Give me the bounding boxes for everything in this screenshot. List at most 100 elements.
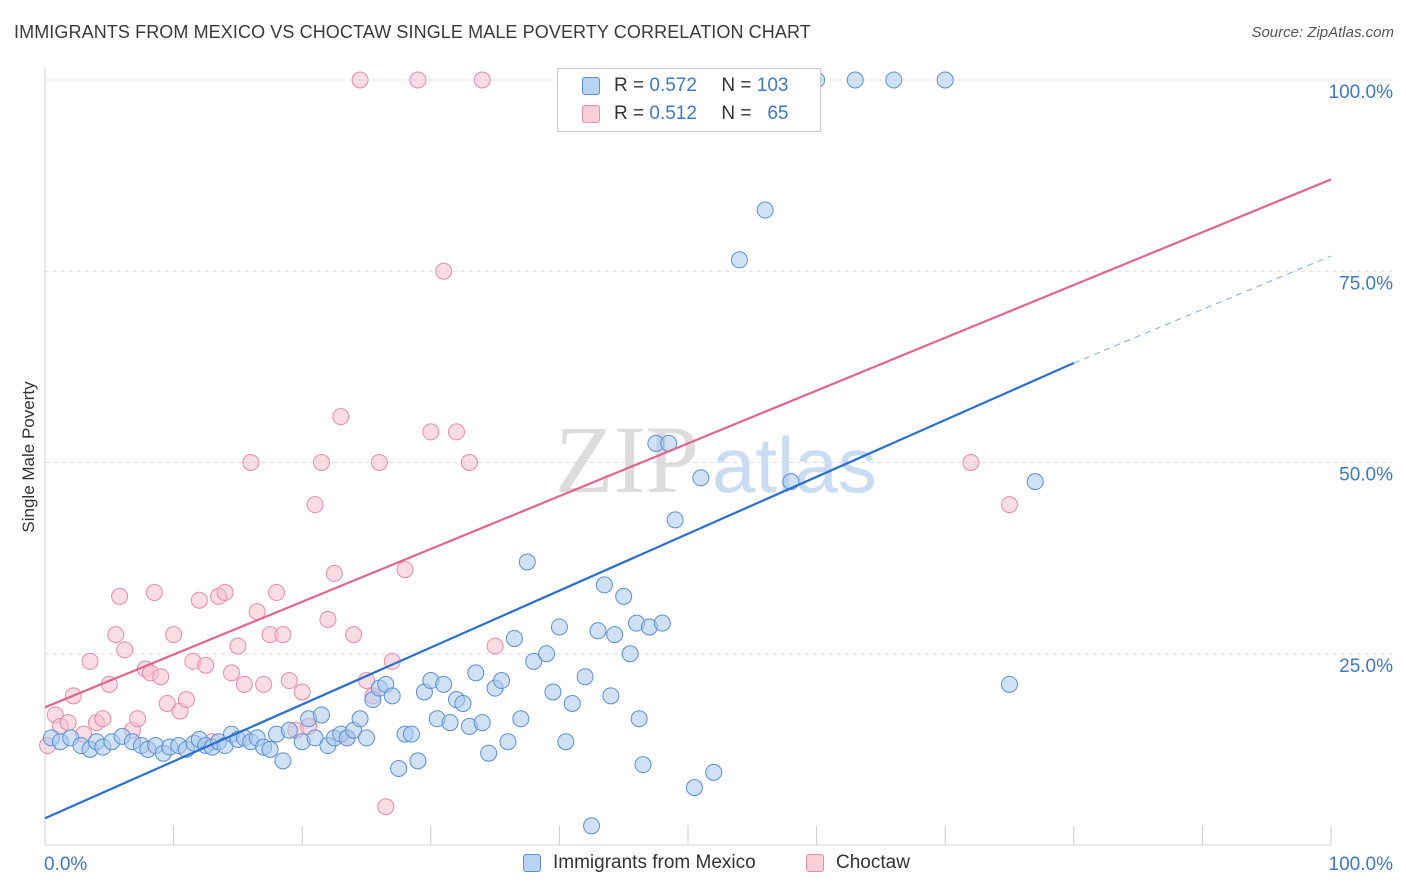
choctaw-point [165, 626, 183, 644]
legend-swatch-blue [582, 77, 600, 95]
mexico-point [730, 251, 748, 269]
mexico-point [576, 668, 594, 686]
x-tick-label: 100.0% [1329, 854, 1394, 875]
choctaw-point [325, 564, 343, 582]
mexico-point [441, 714, 459, 732]
mexico-point [312, 706, 330, 724]
mexico-point [358, 729, 375, 747]
axes-layer [44, 68, 1332, 846]
legend-row-choctaw: R = 0.512 N = 65 [582, 101, 788, 127]
choctaw-point [107, 626, 125, 644]
choctaw-point [486, 637, 504, 655]
choctaw-point [94, 710, 112, 728]
mexico-point [351, 710, 369, 728]
mexico-point [280, 721, 298, 739]
tick-labels: 25.0% 50.0% 75.0% 100.0% 0.0% 100.0% [44, 82, 1393, 875]
choctaw-point [1001, 496, 1018, 514]
choctaw-point [177, 691, 195, 709]
choctaw-point [152, 668, 170, 686]
choctaw-point [435, 262, 453, 280]
choctaw-point [59, 714, 77, 732]
legend-n-value: 65 [767, 103, 789, 124]
source-label: Source: ZipAtlas.com [1251, 24, 1394, 41]
choctaw-point [255, 675, 273, 693]
mexico-point [846, 71, 864, 89]
y-tick-label: 100.0% [1329, 82, 1394, 103]
choctaw-point [267, 584, 285, 602]
mexico-point [1026, 473, 1044, 491]
mexico-point [885, 71, 903, 89]
mexico-point [1001, 675, 1018, 693]
bottom-legend-choctaw: Choctaw [806, 852, 910, 874]
bottom-legend-swatch-blue [523, 854, 541, 872]
mexico-point [435, 675, 453, 693]
legend-r-label: R = [614, 75, 645, 96]
legend-r-value: 0.512 [649, 103, 697, 124]
choctaw-point [111, 587, 129, 605]
mexico-point [473, 714, 491, 732]
mexico-point [595, 576, 613, 594]
stats-legend: R = 0.572 N = 103 R = 0.512 N = 65 [557, 68, 821, 132]
watermark: ZIP atlas [555, 406, 877, 513]
mexico-points [42, 71, 1044, 835]
bottom-legend-label-mexico: Immigrants from Mexico [553, 852, 756, 873]
mexico-point [499, 733, 517, 751]
mexico-point [512, 710, 530, 728]
mexico-point [705, 763, 723, 781]
legend-r-label: R = [614, 103, 645, 124]
choctaw-point [396, 561, 414, 579]
choctaw-point [319, 610, 337, 628]
mexico-point [467, 664, 485, 682]
mexico-point [493, 672, 511, 690]
choctaw-point [190, 591, 208, 609]
choctaw-point [242, 454, 260, 471]
trend-lines [44, 178, 1332, 820]
mexico-point [306, 729, 324, 747]
choctaw-trend-line [44, 178, 1332, 709]
choctaw-point [274, 626, 292, 644]
mexico-point [454, 694, 472, 712]
mexico-point [538, 645, 556, 663]
legend-n-label: N = [721, 103, 752, 124]
choctaw-point [129, 710, 147, 728]
choctaw-point [345, 626, 363, 644]
mexico-point [518, 553, 536, 571]
mexico-point [615, 587, 633, 605]
mexico-point [550, 618, 568, 636]
mexico-point [666, 511, 684, 529]
mexico-point [936, 71, 954, 89]
mexico-point [409, 752, 427, 770]
mexico-point [557, 733, 575, 751]
choctaw-point [158, 694, 176, 712]
choctaw-point [962, 454, 980, 471]
choctaw-point [312, 454, 330, 471]
bottom-legend-mexico: Immigrants from Mexico [523, 852, 756, 874]
y-axis-label: Single Male Poverty [19, 381, 38, 533]
mexico-point [589, 622, 607, 640]
choctaw-point [460, 454, 478, 471]
choctaw-point [197, 656, 215, 674]
choctaw-point [422, 423, 440, 441]
y-tick-label: 50.0% [1339, 465, 1393, 486]
legend-r-value: 0.572 [649, 75, 697, 96]
mexico-point [383, 687, 401, 705]
x-tick-label: 0.0% [44, 854, 87, 875]
legend-n-label: N = [721, 75, 752, 96]
y-tick-label: 25.0% [1339, 656, 1393, 677]
watermark-zip: ZIP [555, 406, 699, 513]
y-tick-label: 75.0% [1339, 273, 1393, 294]
mexico-point [583, 817, 601, 835]
mexico-point [653, 614, 671, 632]
choctaw-point [409, 71, 427, 89]
choctaw-point [370, 454, 388, 471]
bottom-legend-label-choctaw: Choctaw [836, 852, 910, 873]
mexico-point [274, 752, 292, 770]
choctaw-point [229, 637, 247, 655]
mexico-point [621, 645, 639, 663]
mexico-point [634, 756, 652, 774]
choctaw-point [116, 641, 134, 659]
mexico-point [403, 725, 421, 743]
choctaw-point [81, 652, 99, 670]
choctaw-point [351, 71, 369, 89]
